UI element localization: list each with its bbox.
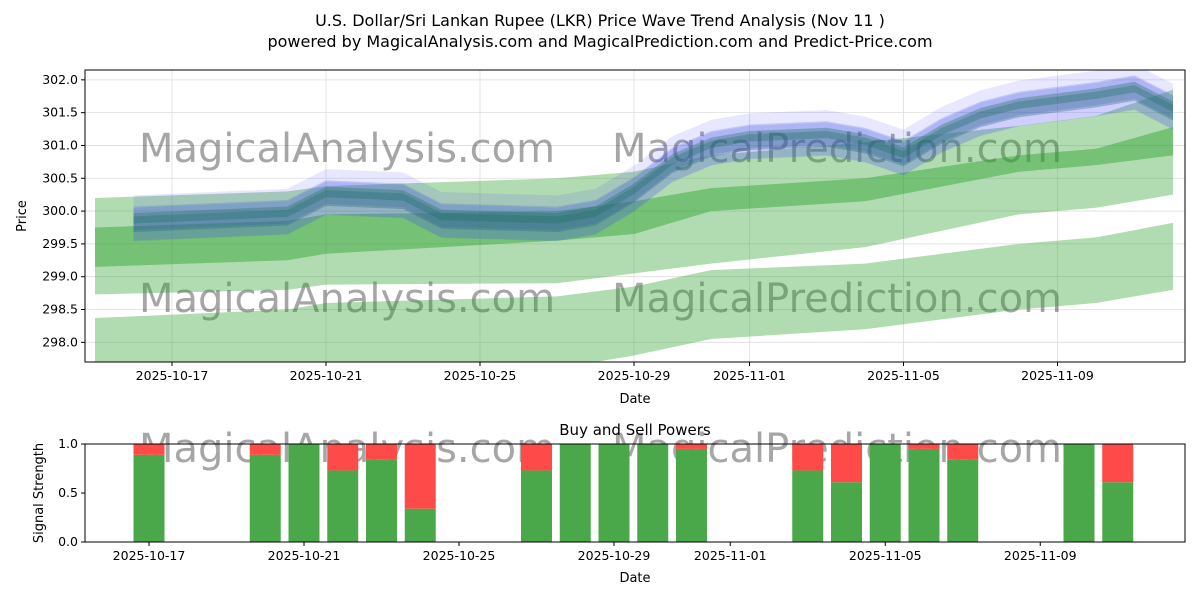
x-tick-label: 2025-10-29 [578,548,651,563]
price-wave-band [133,76,1173,241]
signal-chart: Buy and Sell PowersMagicalAnalysis.comMa… [32,421,1186,586]
price-wave-band [133,75,1173,231]
sell-bar [133,444,165,455]
sell-bar [327,444,359,471]
green-band [95,89,1173,295]
y-tick-label: 299.0 [42,269,78,284]
buy-bar [1063,444,1095,542]
x-tick-label: 2025-11-01 [694,548,767,563]
watermark: MagicalPrediction.com [612,276,1062,322]
x-tick-label: 2025-11-01 [713,368,786,383]
plot-area [95,70,1173,362]
buy-bar [598,444,630,542]
buy-bar [637,444,669,542]
buy-bar [404,508,436,542]
y-tick-label: 0.5 [58,485,78,500]
price-wave-band [133,85,1173,233]
sell-bar [908,444,940,449]
price-wave-band [133,81,1173,224]
subplot-frame [84,443,1186,543]
buy-bar [831,482,862,542]
y-axis-label: Price [15,200,30,232]
x-tick-label: 2025-11-09 [1004,548,1077,563]
green-band [95,127,1173,267]
x-tick-label: 2025-11-05 [867,368,940,383]
y-tick-label: 300.5 [42,170,78,185]
green-band [95,222,1173,362]
watermark: MagicalAnalysis.com [139,126,555,172]
x-axis-label: Date [619,571,650,586]
watermark: MagicalPrediction.com [612,126,1062,172]
price-chart: 298.0 298.5 299.0 299.5 300.0 300.5 301.0 301.5… [15,69,1186,407]
x-tick-label: 2025-10-17 [113,548,186,563]
sell-bar [676,444,707,449]
sell-bar [366,444,397,460]
buy-bar [869,444,901,542]
plot-frame [84,69,1186,363]
y-tick-label: 298.0 [42,334,78,349]
y-tick-label: 0.0 [58,534,78,549]
x-tick-label: 2025-11-05 [849,548,922,563]
y-tick-label: 1.0 [58,436,78,451]
buy-bar [366,459,397,542]
chart-title: U.S. Dollar/Sri Lankan Rupee (LKR) Price… [315,11,885,30]
buy-bar [249,454,281,542]
buy-bar [327,470,359,542]
y-tick-label: 298.5 [42,302,78,317]
sell-bar [404,444,436,509]
x-tick-label: 2025-11-09 [1021,368,1094,383]
x-tick-label: 2025-10-21 [290,368,363,383]
buy-bar [133,454,165,542]
price-wave-band [133,70,1173,242]
buy-bar [288,444,320,542]
chart-subtitle: powered by MagicalAnalysis.com and Magic… [267,32,932,51]
watermark: MagicalAnalysis.com [139,276,555,322]
sell-bar [249,444,281,455]
x-tick-label: 2025-10-29 [598,368,671,383]
buy-bar [1102,482,1134,542]
buy-bar [521,470,552,542]
buy-bar [947,459,979,542]
sell-bar [521,444,552,471]
sell-bar [792,444,824,471]
y-tick-label: 299.5 [42,236,78,251]
buy-bar [559,444,591,542]
sell-bar [1102,444,1134,483]
x-tick-label: 2025-10-25 [444,368,517,383]
x-tick-label: 2025-10-21 [268,548,341,563]
y-tick-label: 300.0 [42,203,78,218]
buy-bar [908,448,940,542]
sell-bar [947,444,979,460]
sell-bar [831,444,862,483]
x-tick-label: 2025-10-25 [423,548,496,563]
subchart-title: Buy and Sell Powers [559,421,711,439]
y-tick-label: 301.5 [42,105,78,120]
x-axis-label: Date [619,392,650,407]
buy-bar [676,448,707,542]
y-tick-label: 302.0 [42,72,78,87]
buy-bar [792,470,824,542]
x-tick-label: 2025-10-17 [136,368,209,383]
y-axis-label: Signal Strength [32,443,47,543]
y-tick-label: 301.0 [42,137,78,152]
